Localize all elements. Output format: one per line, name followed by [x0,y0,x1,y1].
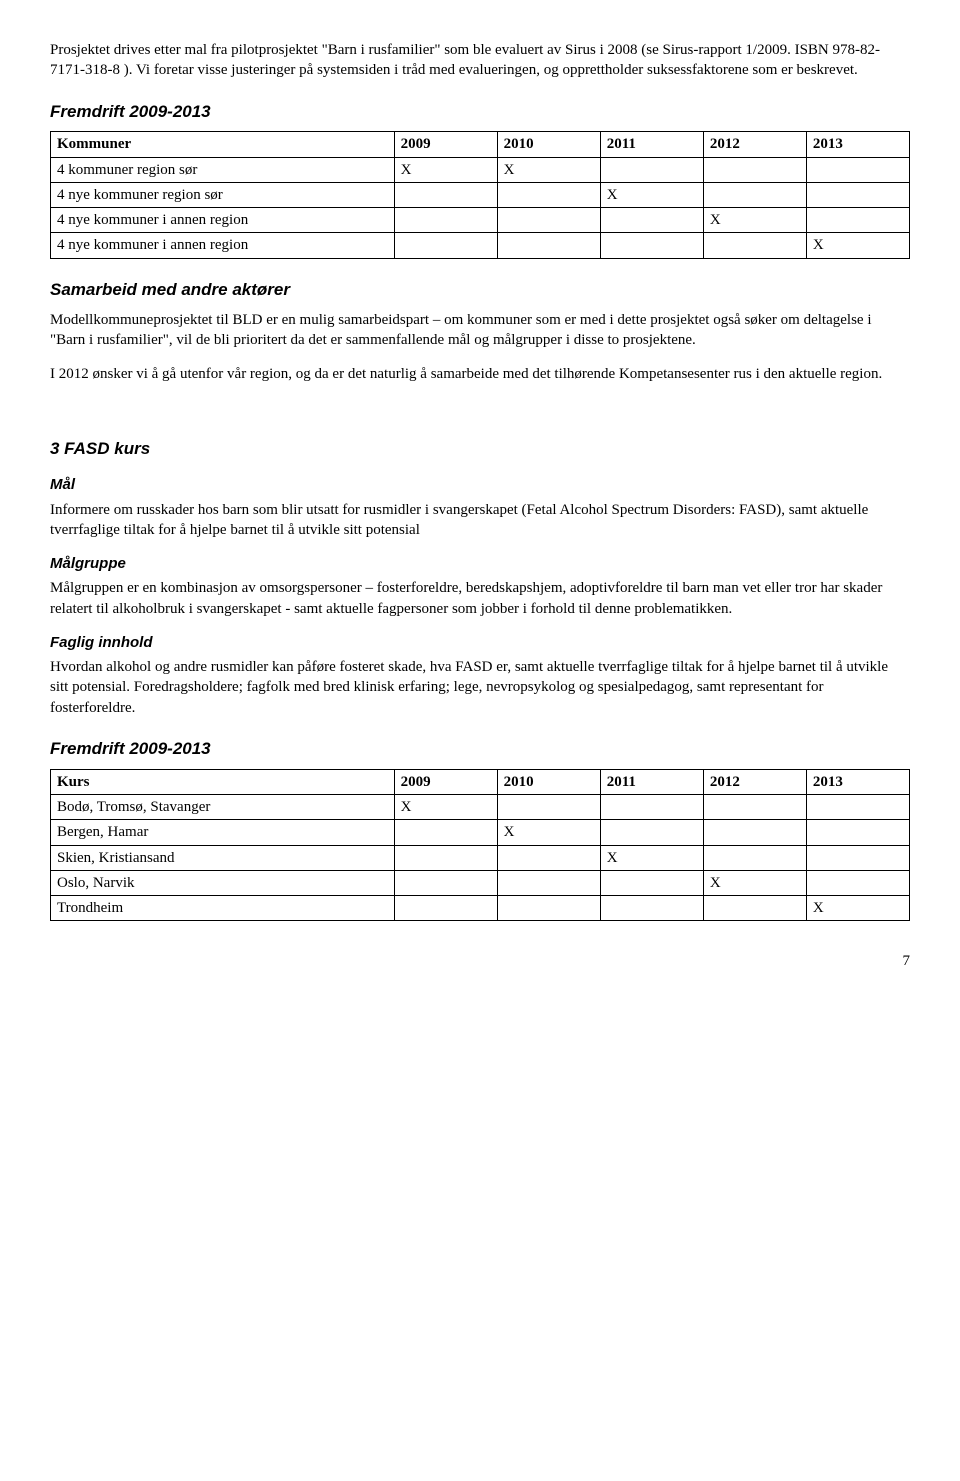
cell [703,233,806,258]
col-header: 2011 [600,132,703,157]
mal-label: Mål [50,475,910,495]
cell [703,795,806,820]
col-header: 2011 [600,769,703,794]
cell: Skien, Kristiansand [51,845,395,870]
cell [497,845,600,870]
cell [497,870,600,895]
cell: X [497,157,600,182]
cell [394,845,497,870]
cell: Bergen, Hamar [51,820,395,845]
fasd-heading: 3 FASD kurs [50,438,910,461]
cell: Oslo, Narvik [51,870,395,895]
cell: X [703,870,806,895]
col-header: 2013 [806,132,909,157]
cell [806,795,909,820]
cell [600,233,703,258]
cell [600,795,703,820]
cell [806,870,909,895]
cell [600,870,703,895]
table-row: 4 kommuner region sør X X [51,157,910,182]
cell [497,795,600,820]
cell [703,157,806,182]
cell [497,896,600,921]
cell: X [806,896,909,921]
cell [703,896,806,921]
cell [497,182,600,207]
cell [394,233,497,258]
cell: X [394,795,497,820]
cell [806,820,909,845]
cell [703,845,806,870]
col-header: 2010 [497,132,600,157]
table-row: Trondheim X [51,896,910,921]
col-header: Kurs [51,769,395,794]
cell [600,157,703,182]
cell: Trondheim [51,896,395,921]
cell [806,208,909,233]
table-row: 4 nye kommuner region sør X [51,182,910,207]
cell: 4 nye kommuner i annen region [51,208,395,233]
fremdrift2-heading: Fremdrift 2009-2013 [50,738,910,761]
col-header: 2012 [703,132,806,157]
cell: X [600,845,703,870]
cell: 4 nye kommuner i annen region [51,233,395,258]
cell [394,896,497,921]
mal-text: Informere om russkader hos barn som blir… [50,500,910,541]
table-row: Bodø, Tromsø, Stavanger X [51,795,910,820]
malgruppe-text: Målgruppen er en kombinasjon av omsorgsp… [50,578,910,619]
samarbeid-p2: I 2012 ønsker vi å gå utenfor vår region… [50,364,910,384]
fremdrift1-heading: Fremdrift 2009-2013 [50,101,910,124]
cell: X [806,233,909,258]
col-header: 2013 [806,769,909,794]
table-row: Bergen, Hamar X [51,820,910,845]
page-number: 7 [50,951,910,971]
cell [394,208,497,233]
col-header: 2010 [497,769,600,794]
cell [703,182,806,207]
intro-paragraph: Prosjektet drives etter mal fra pilotpro… [50,40,910,81]
cell: Bodø, Tromsø, Stavanger [51,795,395,820]
cell [394,820,497,845]
fremdrift1-table: Kommuner 2009 2010 2011 2012 2013 4 komm… [50,131,910,258]
table-row: 4 nye kommuner i annen region X [51,208,910,233]
faglig-label: Faglig innhold [50,633,910,653]
cell [600,820,703,845]
cell: X [703,208,806,233]
col-header: 2009 [394,769,497,794]
cell [806,157,909,182]
cell [394,182,497,207]
col-header: 2012 [703,769,806,794]
cell [497,233,600,258]
fremdrift2-table: Kurs 2009 2010 2011 2012 2013 Bodø, Trom… [50,769,910,922]
cell: X [394,157,497,182]
malgruppe-label: Målgruppe [50,554,910,574]
cell [394,870,497,895]
table-row: Skien, Kristiansand X [51,845,910,870]
samarbeid-heading: Samarbeid med andre aktører [50,279,910,302]
faglig-text: Hvordan alkohol og andre rusmidler kan p… [50,657,910,718]
cell: X [497,820,600,845]
table-row: 4 nye kommuner i annen region X [51,233,910,258]
col-header: Kommuner [51,132,395,157]
cell [703,820,806,845]
samarbeid-p1: Modellkommuneprosjektet til BLD er en mu… [50,310,910,351]
col-header: 2009 [394,132,497,157]
cell [600,208,703,233]
table-header-row: Kurs 2009 2010 2011 2012 2013 [51,769,910,794]
cell [806,845,909,870]
cell: 4 nye kommuner region sør [51,182,395,207]
cell [600,896,703,921]
cell: X [600,182,703,207]
table-row: Oslo, Narvik X [51,870,910,895]
table-header-row: Kommuner 2009 2010 2011 2012 2013 [51,132,910,157]
cell: 4 kommuner region sør [51,157,395,182]
cell [806,182,909,207]
cell [497,208,600,233]
